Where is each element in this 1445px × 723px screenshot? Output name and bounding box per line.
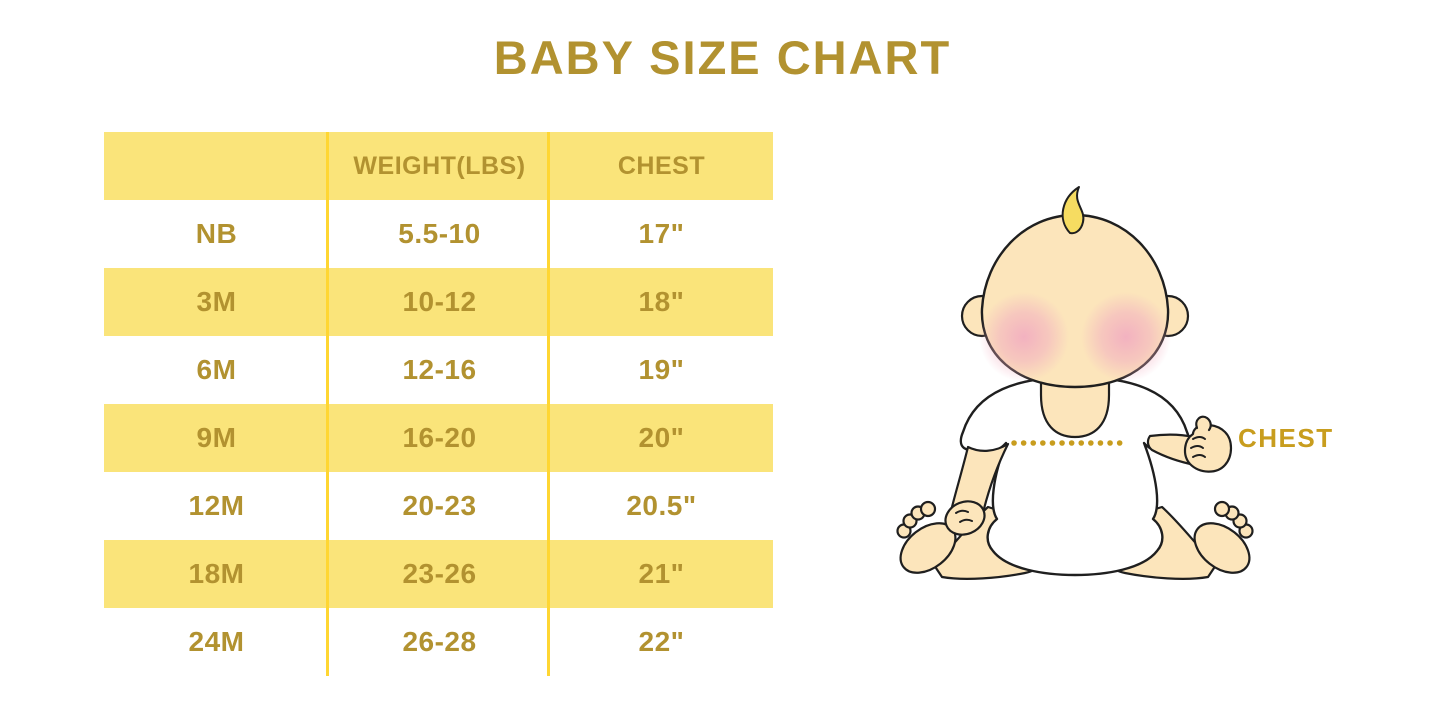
weight-value: 5.5-10 — [398, 218, 481, 249]
column-divider — [547, 132, 550, 676]
column-divider — [326, 132, 329, 676]
table-row: 24M 26-28 22" — [104, 608, 773, 676]
size-value: 24M — [188, 626, 245, 657]
weight-value: 20-23 — [402, 490, 477, 521]
chest-value: 20.5" — [626, 490, 697, 521]
weight-value: 16-20 — [402, 422, 477, 453]
header-chest: CHEST — [617, 151, 706, 180]
size-value: 3M — [196, 286, 237, 317]
size-table: WEIGHT(LBS) CHEST NB 5.5-10 17" 3M 10-12… — [104, 132, 773, 676]
weight-value: 10-12 — [402, 286, 477, 317]
table-row: NB 5.5-10 17" — [104, 200, 773, 268]
weight-value: 26-28 — [402, 626, 477, 657]
weight-value: 12-16 — [402, 354, 477, 385]
baby-right-thumb — [1195, 415, 1212, 432]
size-value: 18M — [188, 558, 245, 589]
baby-left-hand — [944, 500, 986, 536]
chest-value: 18" — [638, 286, 685, 317]
chest-value: 17" — [638, 218, 685, 249]
size-value: 9M — [196, 422, 237, 453]
header-size — [104, 132, 329, 200]
weight-value: 23-26 — [402, 558, 477, 589]
table-row: 9M 16-20 20" — [104, 404, 773, 472]
size-value: 6M — [196, 354, 237, 385]
table-row: 12M 20-23 20.5" — [104, 472, 773, 540]
table-row: 3M 10-12 18" — [104, 268, 773, 336]
chest-value: 19" — [638, 354, 685, 385]
chest-value: 21" — [638, 558, 685, 589]
baby-right-cheek-blush — [1081, 292, 1171, 382]
baby-left-cheek-blush — [979, 292, 1069, 382]
baby-right-foot — [1193, 522, 1251, 574]
header-weight: WEIGHT(LBS) — [353, 151, 526, 180]
table-row: 18M 23-26 21" — [104, 540, 773, 608]
baby-right-arm — [1146, 415, 1233, 473]
baby-hair-tuft — [1061, 186, 1085, 235]
chest-measurement-label: CHEST — [1238, 423, 1334, 453]
chest-value: 22" — [638, 626, 685, 657]
page-title: BABY SIZE CHART — [493, 31, 952, 84]
baby-neck — [1039, 369, 1111, 439]
table-header-row: WEIGHT(LBS) CHEST — [104, 132, 773, 200]
size-value: 12M — [188, 490, 245, 521]
size-value: NB — [195, 218, 238, 249]
baby-left-arm — [944, 442, 1010, 536]
baby-illustration — [896, 186, 1254, 580]
chest-value: 20" — [638, 422, 685, 453]
table-row: 6M 12-16 19" — [104, 336, 773, 404]
